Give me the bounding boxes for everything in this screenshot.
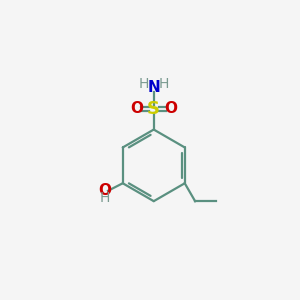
Text: H: H [99, 191, 110, 205]
Text: N: N [147, 80, 160, 95]
Text: H: H [158, 77, 169, 91]
Text: S: S [147, 100, 160, 118]
Text: O: O [130, 101, 143, 116]
Text: O: O [98, 183, 111, 198]
Text: O: O [165, 101, 178, 116]
Text: H: H [139, 77, 149, 91]
